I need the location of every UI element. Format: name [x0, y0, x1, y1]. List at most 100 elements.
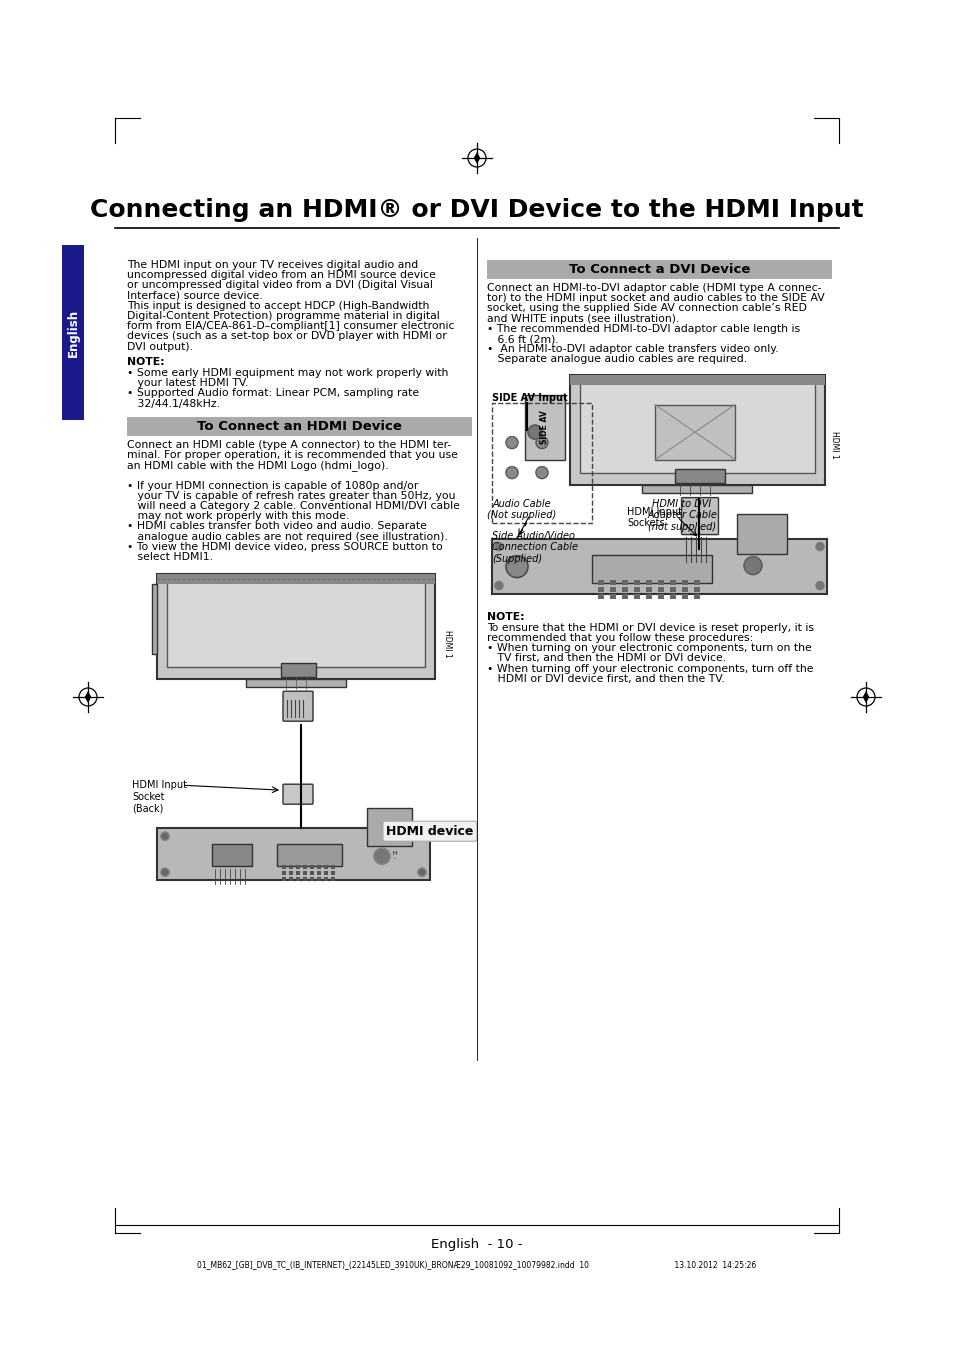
Bar [693, 593, 700, 598]
Bar [62, 245, 84, 420]
Bar [609, 580, 616, 585]
Bar [675, 469, 724, 482]
Bar [310, 877, 314, 881]
Text: NOTE:: NOTE: [127, 357, 165, 367]
Text: HDMI Input
Sockets: HDMI Input Sockets [627, 507, 681, 528]
Circle shape [536, 466, 547, 478]
Bar [634, 580, 639, 585]
Text: English  - 10 -: English - 10 - [431, 1238, 522, 1251]
Bar [282, 871, 286, 875]
Bar [324, 865, 328, 869]
Circle shape [505, 436, 517, 449]
Text: HDMI Input
Socket
(Back): HDMI Input Socket (Back) [132, 780, 187, 813]
Circle shape [536, 436, 547, 449]
Bar [669, 593, 676, 598]
Bar [152, 584, 157, 654]
Circle shape [527, 426, 541, 439]
Text: • Supported Audio format: Linear PCM, sampling rate: • Supported Audio format: Linear PCM, sa… [127, 388, 418, 399]
Text: minal. For proper operation, it is recommended that you use: minal. For proper operation, it is recom… [127, 450, 457, 459]
Bar [658, 580, 663, 585]
Bar [681, 593, 687, 598]
Text: 6.6 ft (2m).: 6.6 ft (2m). [486, 334, 558, 345]
Bar [569, 374, 824, 485]
Text: Separate analogue audio cables are required.: Separate analogue audio cables are requi… [486, 354, 746, 365]
Bar [598, 580, 603, 585]
Text: your latest HDMI TV.: your latest HDMI TV. [127, 378, 248, 388]
Bar [127, 417, 472, 436]
Text: and WHITE inputs (see illustration).: and WHITE inputs (see illustration). [486, 313, 679, 324]
Text: This input is designed to accept HDCP (High-Bandwidth: This input is designed to accept HDCP (H… [127, 301, 429, 311]
Bar [579, 382, 814, 473]
Bar [669, 586, 676, 592]
Bar [276, 844, 341, 866]
Bar [157, 828, 430, 881]
Bar [212, 844, 252, 866]
Bar [289, 865, 293, 869]
Circle shape [495, 581, 502, 589]
Text: 32/44.1/48kHz.: 32/44.1/48kHz. [127, 399, 220, 408]
Bar [592, 555, 711, 582]
Text: To ensure that the HDMI or DVI device is reset properly, it is: To ensure that the HDMI or DVI device is… [486, 623, 813, 632]
Text: select HDMI1.: select HDMI1. [127, 553, 213, 562]
Text: tor) to the HDMI input socket and audio cables to the SIDE AV: tor) to the HDMI input socket and audio … [486, 293, 824, 303]
Text: will need a Category 2 cable. Conventional HDMI/DVI cable: will need a Category 2 cable. Convention… [127, 501, 459, 511]
Bar [157, 574, 435, 680]
Text: • HDMI cables transfer both video and audio. Separate: • HDMI cables transfer both video and au… [127, 521, 426, 531]
Bar [367, 808, 412, 846]
Text: Digital-Content Protection) programme material in digital: Digital-Content Protection) programme ma… [127, 311, 439, 322]
Bar [295, 865, 299, 869]
Bar [331, 877, 335, 881]
Bar [693, 586, 700, 592]
Text: Interface) source device.: Interface) source device. [127, 290, 262, 301]
Circle shape [815, 581, 823, 589]
Text: SIDE AV Input: SIDE AV Input [492, 393, 567, 403]
Bar [658, 586, 663, 592]
Bar [316, 865, 320, 869]
Bar [634, 593, 639, 598]
Text: your TV is capable of refresh rates greater than 50Hz, you: your TV is capable of refresh rates grea… [127, 490, 455, 501]
Bar [634, 586, 639, 592]
Text: Connect an HDMI cable (type A connector) to the HDMI ter-: Connect an HDMI cable (type A connector)… [127, 440, 451, 450]
Circle shape [505, 555, 527, 578]
Bar [645, 580, 651, 585]
Bar [310, 865, 314, 869]
Text: analogue audio cables are not required (see illustration).: analogue audio cables are not required (… [127, 531, 447, 542]
Bar [324, 871, 328, 875]
Text: HDMI 1: HDMI 1 [829, 431, 838, 458]
Bar [289, 871, 293, 875]
Bar [295, 877, 299, 881]
Text: Connect an HDMI-to-DVI adaptor cable (HDMI type A connec-: Connect an HDMI-to-DVI adaptor cable (HD… [486, 282, 821, 293]
Bar [246, 680, 346, 688]
Text: SIDE AV: SIDE AV [540, 411, 549, 444]
Text: Side Audio/Video
Connection Cable
(Supplied): Side Audio/Video Connection Cable (Suppl… [492, 531, 578, 563]
Bar [598, 586, 603, 592]
Bar [303, 865, 307, 869]
Bar [681, 580, 687, 585]
Text: To Connect a DVI Device: To Connect a DVI Device [568, 263, 749, 276]
Bar [645, 593, 651, 598]
Text: • If your HDMI connection is capable of 1080p and/or: • If your HDMI connection is capable of … [127, 481, 418, 490]
FancyBboxPatch shape [382, 821, 476, 842]
Text: Audio Cable
(Not supplied): Audio Cable (Not supplied) [487, 499, 556, 520]
Text: devices (such as a set-top box or DVD player with HDMI or: devices (such as a set-top box or DVD pl… [127, 331, 446, 342]
Text: HDMI 1: HDMI 1 [442, 631, 452, 658]
Circle shape [815, 543, 823, 551]
Bar [310, 871, 314, 875]
Text: • Some early HDMI equipment may not work properly with: • Some early HDMI equipment may not work… [127, 367, 448, 378]
Bar [658, 593, 663, 598]
Bar [609, 593, 616, 598]
Text: HDMI device: HDMI device [386, 824, 474, 838]
Bar [331, 865, 335, 869]
Bar [303, 877, 307, 881]
Text: • When turning off your electronic components, turn off the: • When turning off your electronic compo… [486, 663, 813, 674]
Polygon shape [862, 690, 868, 703]
Circle shape [161, 832, 169, 840]
Text: socket, using the supplied Side AV connection cable’s RED: socket, using the supplied Side AV conne… [486, 304, 806, 313]
Bar [569, 374, 824, 385]
Bar [157, 574, 435, 584]
Bar [693, 580, 700, 585]
Bar [303, 871, 307, 875]
Bar [641, 485, 752, 493]
Text: an HDMI cable with the HDMI Logo (hdmi_logo).: an HDMI cable with the HDMI Logo (hdmi_l… [127, 461, 388, 471]
Bar [316, 871, 320, 875]
